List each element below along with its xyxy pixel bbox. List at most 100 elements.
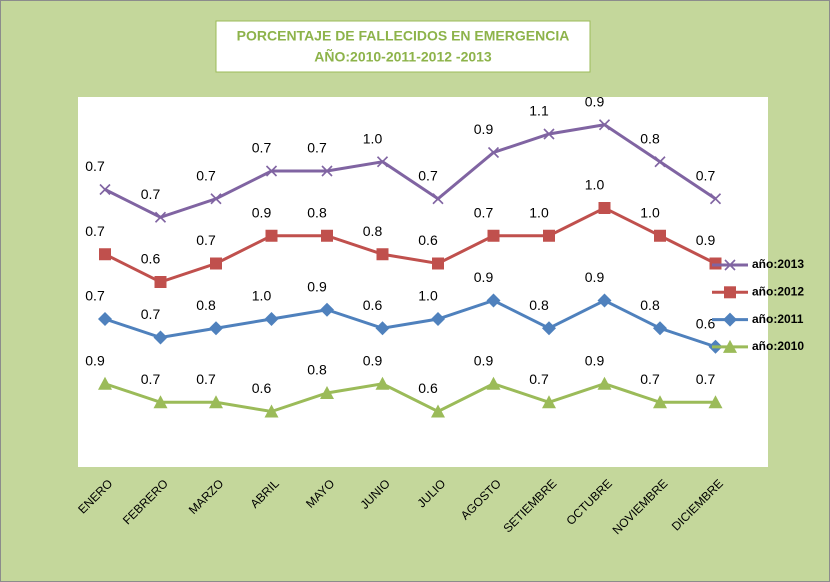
- data-label: 0.8: [307, 362, 327, 378]
- title-box: [215, 20, 591, 73]
- marker: [542, 395, 556, 409]
- legend-label: año:2012: [752, 284, 804, 298]
- marker: [154, 211, 167, 223]
- marker: [375, 321, 390, 336]
- legend-label: año:2010: [752, 339, 804, 353]
- marker: [653, 321, 667, 336]
- marker: [154, 276, 167, 288]
- marker: [487, 229, 500, 242]
- data-label: 0.9: [474, 269, 494, 285]
- marker: [210, 257, 222, 270]
- data-label: 0.9: [585, 93, 605, 109]
- data-label: 0.7: [196, 371, 216, 387]
- data-label: 1.0: [585, 177, 605, 193]
- marker: [264, 404, 279, 418]
- data-label: 0.8: [307, 204, 327, 220]
- data-label: 0.7: [196, 232, 216, 248]
- data-label: 0.7: [141, 186, 161, 202]
- data-label: 0.7: [418, 167, 438, 183]
- data-label: 0.9: [307, 278, 327, 294]
- data-label: 0.6: [141, 251, 161, 267]
- series-line: [104, 206, 717, 284]
- marker: [320, 302, 334, 317]
- marker: [598, 119, 611, 131]
- data-label: 0.6: [252, 380, 272, 396]
- series-line: [104, 298, 716, 349]
- data-label: 0.9: [474, 352, 494, 368]
- marker: [486, 376, 501, 390]
- marker: [653, 395, 667, 409]
- data-label: 0.7: [141, 306, 161, 322]
- data-label: 1.0: [529, 204, 549, 220]
- data-label: 0.7: [85, 223, 105, 239]
- marker: [320, 386, 334, 399]
- marker: [432, 257, 444, 270]
- marker: [432, 193, 444, 205]
- marker: [98, 312, 112, 326]
- marker: [209, 395, 223, 409]
- marker: [598, 202, 611, 214]
- series-line: [104, 123, 717, 219]
- data-label: 0.7: [696, 167, 716, 183]
- data-label: 0.7: [196, 167, 216, 183]
- data-label: 0.9: [585, 269, 605, 285]
- legend-label: año:2011: [752, 312, 804, 326]
- data-label: 0.7: [85, 158, 105, 174]
- marker: [264, 312, 279, 326]
- legend-marker: [723, 339, 737, 353]
- chart-title: PORCENTAJE DE FALLECIDOS EN EMERGENCIA: [237, 28, 570, 44]
- series-line: [104, 382, 716, 414]
- data-label: 0.7: [85, 288, 105, 304]
- marker: [265, 165, 278, 177]
- marker: [543, 128, 555, 140]
- marker: [486, 293, 501, 308]
- data-label: 0.9: [85, 352, 105, 368]
- legend-marker: [724, 286, 736, 299]
- legend-marker: [724, 259, 736, 271]
- marker: [98, 376, 112, 390]
- marker: [654, 229, 666, 242]
- data-label: 0.8: [640, 130, 660, 146]
- data-label: 1.0: [363, 130, 383, 146]
- data-label: 0.9: [696, 232, 716, 248]
- data-label: 1.0: [252, 288, 272, 304]
- marker: [431, 312, 445, 326]
- legend-label: año:2013: [752, 257, 804, 271]
- data-label: 0.7: [307, 140, 327, 156]
- marker: [265, 229, 278, 242]
- data-label: 0.9: [474, 121, 494, 137]
- marker: [487, 146, 500, 159]
- marker: [597, 293, 612, 308]
- marker: [654, 156, 666, 168]
- marker: [153, 395, 168, 409]
- data-label: 0.8: [640, 297, 660, 313]
- data-label: 0.9: [252, 204, 272, 220]
- data-label: 0.7: [252, 140, 272, 156]
- data-label: 0.7: [696, 371, 716, 387]
- marker: [709, 193, 722, 205]
- data-label: 0.6: [418, 380, 438, 396]
- marker: [321, 165, 333, 177]
- data-label: 0.8: [363, 223, 383, 239]
- marker: [99, 183, 111, 196]
- data-label: 0.7: [640, 371, 660, 387]
- data-label: 0.6: [696, 315, 716, 331]
- data-label: 0.7: [141, 371, 161, 387]
- data-label: 0.9: [363, 352, 383, 368]
- marker: [543, 229, 555, 242]
- marker: [99, 248, 111, 261]
- marker: [708, 395, 723, 409]
- marker: [597, 376, 612, 390]
- legend-marker: [723, 312, 737, 327]
- marker: [321, 229, 333, 242]
- data-label: 0.9: [585, 352, 605, 368]
- data-label: 0.8: [529, 297, 549, 313]
- marker: [376, 248, 389, 261]
- marker: [375, 376, 390, 390]
- marker: [210, 193, 222, 205]
- marker: [376, 156, 389, 168]
- data-label: 1.1: [529, 103, 549, 119]
- marker: [542, 321, 556, 336]
- data-label: 0.7: [474, 204, 494, 220]
